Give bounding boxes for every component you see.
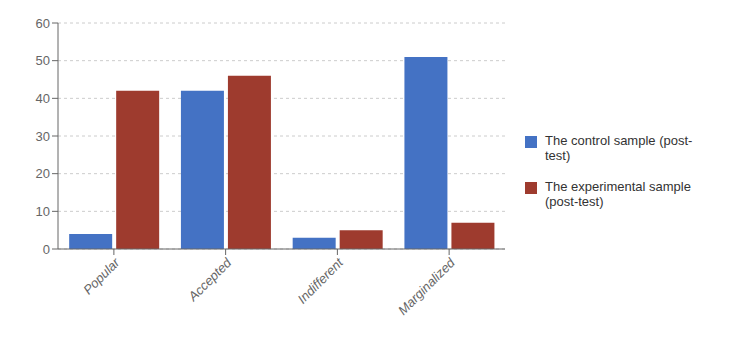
svg-text:Marginalized: Marginalized — [395, 254, 458, 317]
svg-text:30: 30 — [36, 129, 50, 144]
svg-text:40: 40 — [36, 91, 50, 106]
html-text:The control sample (post- test: The control sample (post- test) — [545, 132, 693, 163]
svg-text:60: 60 — [36, 16, 50, 31]
svg-text:Accepted: Accepted — [185, 254, 235, 304]
svg-text:10: 10 — [36, 204, 50, 219]
svg-text:20: 20 — [36, 166, 50, 181]
svg-text:0: 0 — [43, 242, 50, 257]
svg-text:50: 50 — [36, 53, 50, 68]
svg-text:Indifferent: Indifferent — [295, 254, 347, 306]
html-text:The experimental sample (post-: The experimental sample (post-test) — [545, 178, 691, 209]
svg-text:Popular: Popular — [80, 255, 123, 298]
